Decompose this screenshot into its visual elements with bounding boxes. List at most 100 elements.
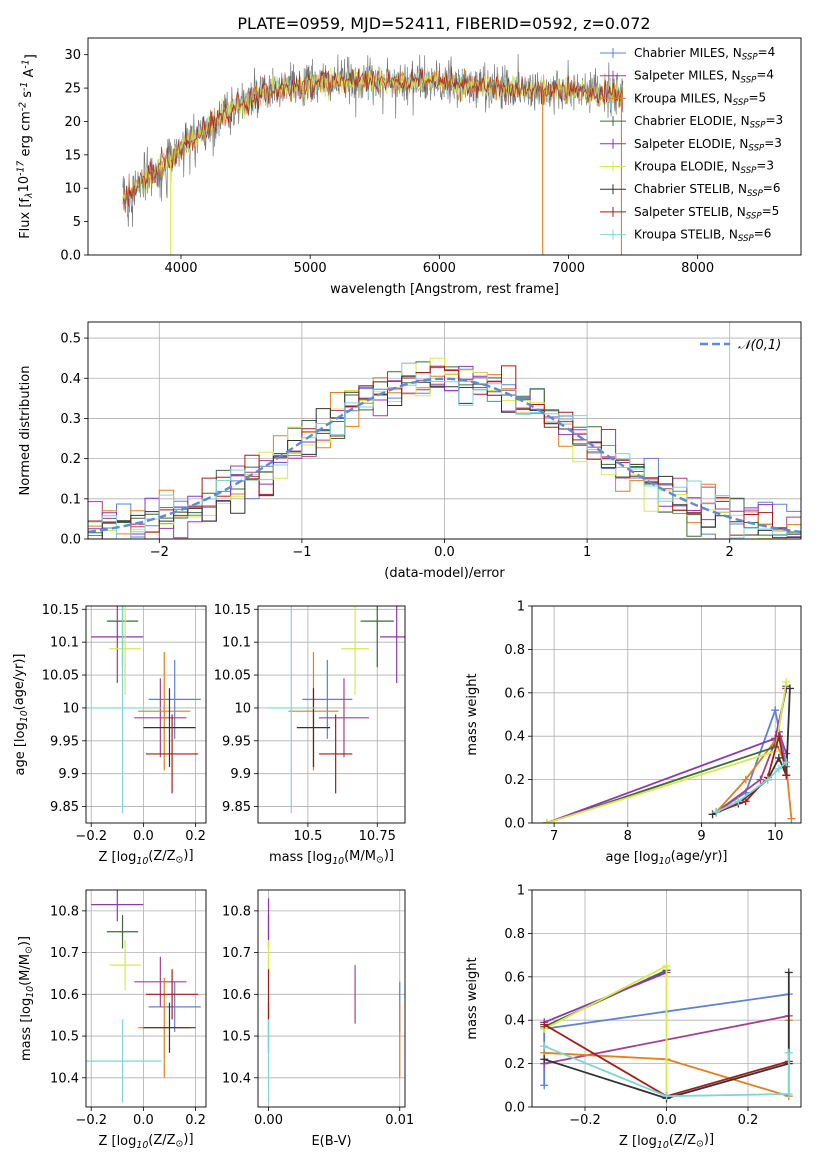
errorbar-salpeter-miles	[134, 956, 187, 1007]
y-tick-label: 10.5	[50, 1030, 79, 1045]
axes-frame	[87, 321, 802, 540]
y-tick-label: 9.85	[222, 800, 251, 815]
errorbar-chabrier-elodie	[106, 915, 139, 949]
errorbar-kroupa-stelib	[86, 606, 162, 814]
histogram-chabrier-stelib	[88, 375, 801, 539]
x-tick-label: 9	[697, 829, 705, 844]
errorbar-chabrier-stelib	[296, 688, 331, 768]
errorbar-kroupa-elodie	[109, 940, 141, 991]
errorbar-kroupa-elodie	[341, 606, 369, 695]
y-tick-label: 10	[62, 701, 79, 716]
y-tick-label: 0.8	[504, 643, 525, 658]
y-tick-label: 10.15	[214, 603, 251, 618]
axes-4: 10.5 10.75 9.85 9.9 9.95 10 10.05 10.1 10.15 mass…	[214, 603, 406, 867]
model-spectrum	[122, 66, 624, 213]
errorbar-salpeter-miles	[319, 678, 369, 758]
axes-frame	[87, 37, 802, 256]
axes-2: −2 −1 0.0 1 2 0.0 0.1 0.2 0.3 0.4 0.5 (data-model)/…	[18, 321, 802, 581]
errorbar-salpeter-elodie	[380, 606, 405, 683]
y-tick-label: 0.4	[504, 1014, 525, 1029]
x-tick-label: 0.01	[385, 1113, 414, 1128]
x-tick-label: 8	[624, 829, 632, 844]
y-tick-label: 10.5	[222, 1030, 251, 1045]
y-tick-label: 9.95	[222, 734, 251, 749]
series-chabrier-miles	[715, 706, 788, 813]
errorbar-chabrier-miles	[148, 659, 201, 739]
series-kroupa-stelib	[543, 1045, 790, 1098]
series-kroupa-elodie	[543, 964, 668, 1097]
series-chabrier-elodie	[543, 969, 667, 1028]
x-axis-label: Z [log10​(Z/Z⊙​)]	[98, 848, 193, 867]
y-tick-label: 20	[64, 115, 81, 130]
errorbar-chabrier-stelib	[143, 688, 196, 768]
x-tick-label: −2	[150, 545, 169, 560]
y-tick-label: 10.6	[222, 988, 251, 1003]
y-tick-label: 5	[73, 215, 81, 230]
y-tick-label: 10.15	[42, 603, 79, 618]
plot-area	[267, 898, 401, 1103]
y-tick-label: 1	[517, 884, 525, 899]
axes-3: −0.2 0.0 0.2 9.85 9.9 9.95 10 10.05 10.1 10.15 Z […	[12, 603, 207, 867]
y-tick-label: 10.05	[42, 669, 79, 684]
y-tick-label: 0.0	[60, 249, 81, 264]
y-axis-label: mass [log10​(M/M⊙​)]	[17, 936, 36, 1061]
x-axis-label: Z [log10​(Z/Z⊙​)]	[619, 1132, 714, 1151]
series-kroupa-elodie	[546, 681, 788, 823]
errorbar-salpeter-stelib	[146, 969, 199, 1020]
legend-label: Chabrier STELIB, NSSP​=6	[634, 181, 781, 199]
axes-frame	[85, 889, 207, 1108]
plot-area	[86, 606, 201, 814]
x-tick-label: 7000	[552, 261, 585, 276]
y-tick-label: 30	[64, 48, 81, 63]
series-salpeter-miles	[715, 729, 788, 813]
y-tick-label: 0.4	[60, 372, 81, 387]
errorbar-kroupa-miles	[138, 652, 191, 771]
errorbar-salpeter-miles	[134, 678, 187, 758]
y-tick-label: 0.8	[504, 927, 525, 942]
axes-frame	[257, 889, 406, 1108]
y-tick-label: 0.2	[504, 773, 525, 788]
y-tick-label: 0.0	[504, 817, 525, 832]
axes-5: 7 8 9 10 0.0 0.2 0.4 0.6 0.8 1 age [log10​(age/yr)…	[465, 600, 802, 867]
x-axis-label: mass [log10​(M/M⊙​)]	[269, 848, 394, 867]
y-tick-label: 10.7	[50, 946, 79, 961]
y-tick-label: 10.1	[222, 636, 251, 651]
legend-label: Kroupa MILES, NSSP​=5	[634, 90, 766, 108]
legend-label: Chabrier MILES, NSSP​=4	[634, 45, 775, 63]
y-tick-label: 0.6	[504, 686, 525, 701]
y-tick-label: 10.6	[50, 988, 79, 1003]
x-tick-label: 10	[767, 829, 784, 844]
x-tick-label: −0.2	[75, 829, 107, 844]
x-axis-label: Z [log10​(Z/Z⊙​)]	[98, 1132, 193, 1151]
x-tick-label: 0.00	[254, 1113, 283, 1128]
x-tick-label: 0.0	[133, 1113, 154, 1128]
plot-area	[266, 606, 405, 814]
gaussian-reference-curve	[88, 377, 801, 534]
y-axis-label: mass weight	[465, 673, 480, 755]
y-tick-label: 0.2	[504, 1057, 525, 1072]
x-axis-label: age [log10​(age/yr)]	[606, 849, 728, 867]
errorbar-chabrier-miles	[148, 981, 201, 1032]
axes-frame	[531, 605, 802, 824]
errorbar-kroupa-stelib	[86, 1019, 162, 1103]
x-tick-label: 1	[583, 545, 591, 560]
y-tick-label: 10	[64, 182, 81, 197]
y-tick-label: 10.8	[222, 904, 251, 919]
y-axis-label: Flux [fλ​10-17​ erg cm-2​ s-1​ A-1​]	[16, 54, 39, 239]
plot-area	[86, 890, 201, 1103]
axes-frame	[257, 605, 406, 824]
plot-area	[88, 357, 801, 539]
legend-label: Chabrier ELODIE, NSSP​=3	[634, 113, 783, 131]
x-axis-label: wavelength [Angstrom, rest frame]	[330, 282, 559, 297]
y-tick-label: 0.1	[60, 492, 81, 507]
errorbar-salpeter-stelib	[146, 714, 199, 794]
y-tick-label: 0.2	[60, 452, 81, 467]
figure-title: PLATE=0959, MJD=52411, FIBERID=0592, z=0…	[237, 14, 650, 33]
y-tick-label: 9.9	[58, 767, 79, 782]
x-tick-label: 5000	[294, 261, 327, 276]
y-tick-label: 9.9	[230, 767, 251, 782]
x-tick-label: 0.2	[738, 1113, 759, 1128]
x-tick-label: 4000	[164, 261, 197, 276]
x-tick-label: 0.0	[133, 829, 154, 844]
errorbar-kroupa-elodie	[109, 606, 141, 695]
